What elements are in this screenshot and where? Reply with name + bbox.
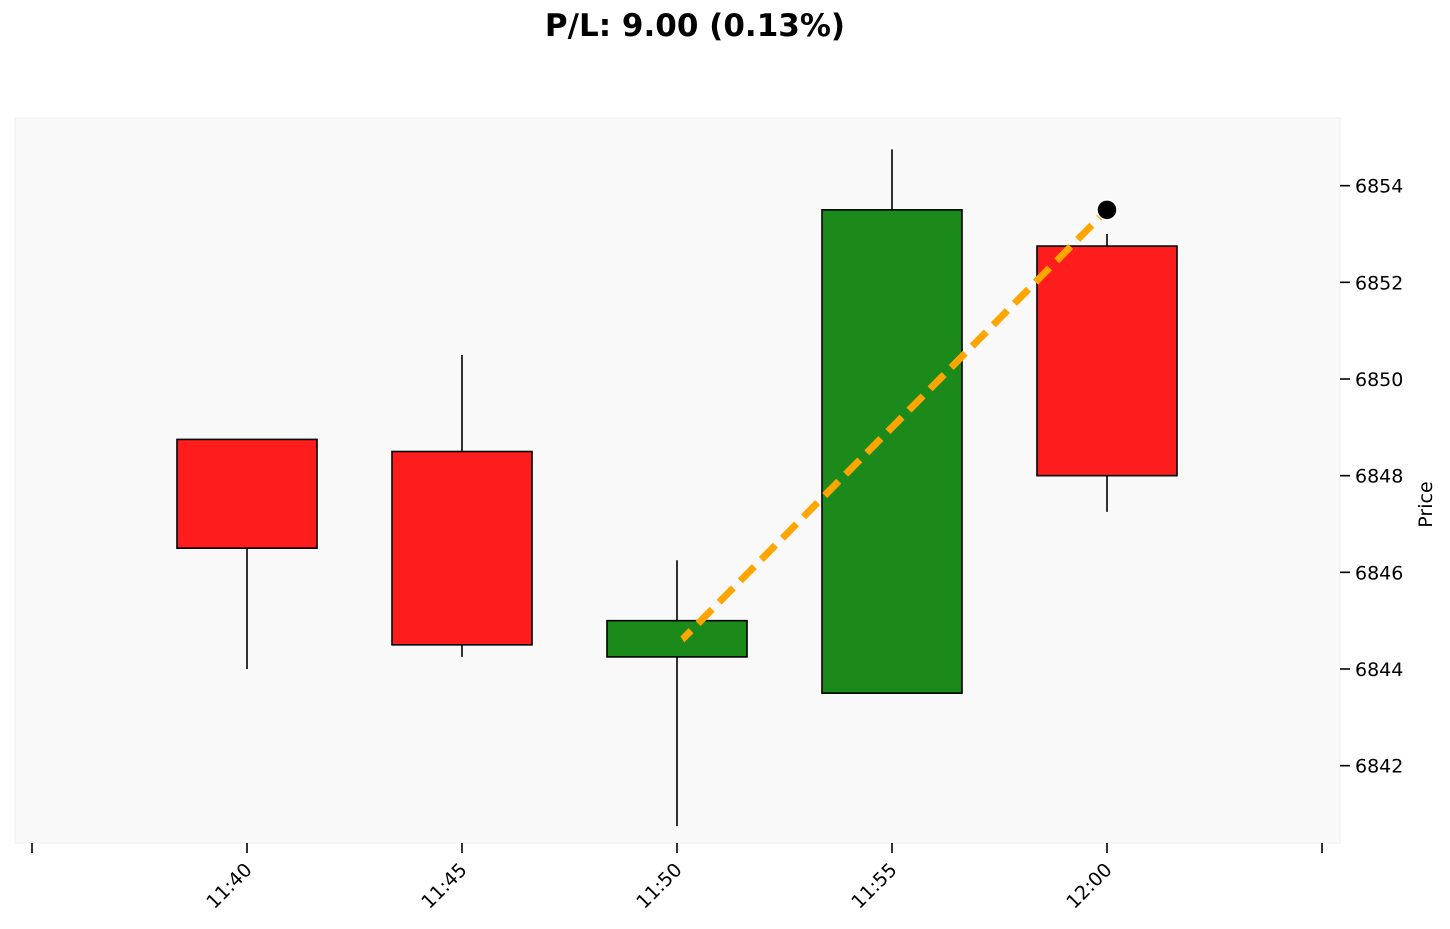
y-axis: 6842 6844 6846 6848 6850 6852 6854: [1340, 176, 1403, 778]
x-axis: 11:40 11:45 11:50 11:55 12:00: [31, 843, 1323, 913]
candle-body-1145: [391, 450, 533, 646]
candle-body-1200: [1036, 245, 1178, 477]
y-tick-label-6850: 6850: [1355, 369, 1403, 391]
exit-marker: [1096, 199, 1118, 221]
x-tick-label-1155: 11:55: [847, 859, 901, 913]
x-tick-label-1145: 11:45: [417, 859, 471, 913]
x-tick-label-1140: 11:40: [202, 859, 256, 913]
trade-line: [674, 207, 1110, 648]
candle-body-1140: [176, 438, 318, 549]
x-tick-label-1150: 11:50: [632, 859, 686, 913]
y-tick-label-6844: 6844: [1355, 659, 1403, 681]
y-tick-label-6842: 6842: [1355, 756, 1403, 778]
y-axis-label: Price: [1415, 481, 1437, 527]
y-tick-label-6854: 6854: [1355, 176, 1403, 198]
x-tick-label-1200: 12:00: [1062, 859, 1116, 913]
chart-title: P/L: 9.00 (0.13%): [544, 8, 846, 44]
y-tick-label-6846: 6846: [1355, 562, 1403, 584]
y-tick-label-6852: 6852: [1355, 272, 1403, 294]
candle-body-1155: [821, 209, 963, 694]
candles-group: [176, 149, 1178, 827]
trade-group: [663, 199, 1118, 654]
y-tick-label-6848: 6848: [1355, 466, 1403, 488]
entry-marker: [663, 630, 691, 654]
